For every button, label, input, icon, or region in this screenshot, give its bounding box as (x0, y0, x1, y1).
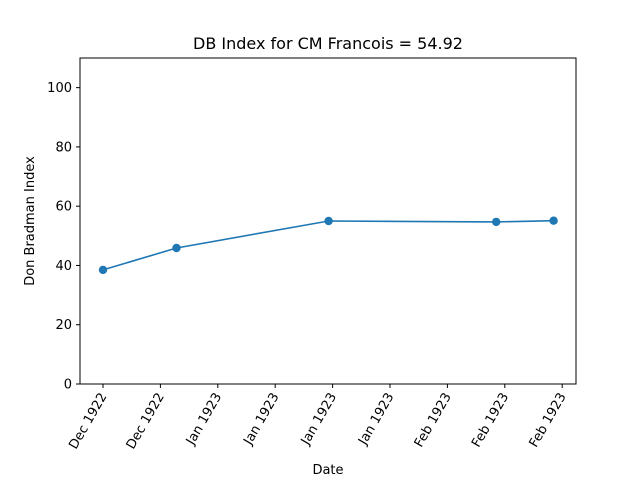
series-layer (98, 216, 558, 275)
x-tick-label: Jan 1923 (298, 391, 340, 449)
chart-title: DB Index for CM Francois = 54.92 (193, 34, 463, 53)
data-point (549, 216, 558, 225)
data-point (98, 265, 108, 275)
x-tick-label: Jan 1923 (355, 391, 397, 449)
x-tick-label: Dec 1922 (66, 391, 110, 453)
plot-frame (79, 57, 577, 385)
y-tick-label: 0 (64, 378, 72, 393)
x-tick-label: Feb 1923 (469, 391, 512, 451)
y-axis-label: Don Bradman Index (23, 156, 38, 286)
data-point (324, 216, 333, 226)
y-tick-label: 100 (47, 81, 72, 96)
y-tick-label: 40 (55, 259, 72, 274)
y-tick-label: 20 (55, 318, 72, 333)
x-tick-label: Jan 1923 (183, 391, 225, 449)
series-line (102, 219, 554, 271)
x-tick-label: Feb 1923 (412, 391, 455, 451)
data-point (492, 217, 501, 227)
tick-layer: 0 20 40 60 80 100 Dec 1922 Dec 1922 Jan 1923 Jan … (47, 81, 569, 452)
x-tick-label: Dec 1922 (124, 391, 168, 453)
x-tick-label: Feb 1923 (527, 391, 570, 451)
data-point (172, 243, 181, 253)
x-axis-label: Date (312, 463, 343, 478)
x-tick-label: Jan 1923 (241, 391, 283, 449)
y-tick-label: 60 (55, 200, 72, 215)
y-tick-label: 80 (55, 140, 72, 155)
